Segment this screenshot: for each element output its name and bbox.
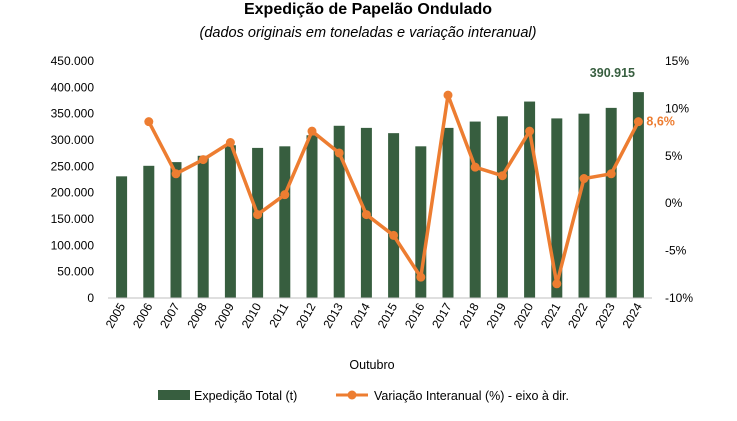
bar <box>469 121 481 298</box>
line-point <box>633 117 643 127</box>
bar <box>551 118 563 298</box>
y-axis-right: -10% -5% 0% 5% 10% 15% <box>665 54 693 305</box>
line-point <box>198 155 208 165</box>
line-point <box>416 272 426 282</box>
x-tick-label: 2018 <box>456 300 482 330</box>
line-point <box>280 190 290 200</box>
last-bar-value-label: 390.915 <box>590 66 635 80</box>
y-left-tick-label: 250.000 <box>51 159 95 173</box>
legend: Expedição Total (t) Variação Interanual … <box>158 389 569 403</box>
line-point <box>307 126 317 136</box>
line-point <box>225 138 235 148</box>
chart-title: Expedição de Papelão Ondulado <box>244 1 492 18</box>
y-right-tick-label: 5% <box>665 149 683 163</box>
y-right-tick-label: 10% <box>665 101 689 115</box>
x-axis: 2005 2006 2007 2008 2009 2010 2011 2012 2013 2014… <box>103 300 645 330</box>
x-tick-label: 2010 <box>239 300 265 330</box>
x-tick-label: 2022 <box>565 300 591 330</box>
bar <box>143 165 155 298</box>
bar <box>578 113 590 299</box>
line-point <box>525 126 535 136</box>
y-left-tick-label: 300.000 <box>51 133 95 147</box>
bar <box>442 127 454 299</box>
last-point-value-label: 8,6% <box>646 115 675 129</box>
bar <box>224 145 236 298</box>
bar <box>632 92 644 298</box>
line-series <box>144 90 643 289</box>
bar <box>170 162 182 298</box>
line-point <box>552 279 562 289</box>
line-point <box>579 174 589 184</box>
legend-bar-label: Expedição Total (t) <box>194 389 297 403</box>
y-left-tick-label: 50.000 <box>57 265 94 279</box>
line-point <box>253 210 263 220</box>
x-tick-label: 2017 <box>429 300 455 330</box>
y-left-tick-label: 150.000 <box>51 212 95 226</box>
line-point <box>606 169 616 179</box>
y-right-tick-label: 0% <box>665 196 683 210</box>
y-left-tick-label: 200.000 <box>51 186 95 200</box>
x-tick-label: 2016 <box>402 300 428 330</box>
line-point <box>470 162 480 172</box>
y-left-tick-label: 0 <box>87 291 94 305</box>
bar <box>116 176 128 298</box>
y-left-tick-label: 400.000 <box>51 80 95 94</box>
x-tick-label: 2019 <box>484 300 510 330</box>
line-point <box>443 90 453 100</box>
chart-subtitle: (dados originais em toneladas e variação… <box>200 25 537 41</box>
y-right-tick-label: -10% <box>665 291 693 305</box>
bar <box>333 125 345 298</box>
y-left-tick-label: 450.000 <box>51 54 95 68</box>
bar <box>279 146 291 298</box>
x-tick-label: 2013 <box>320 300 346 330</box>
x-tick-label: 2008 <box>184 300 210 330</box>
x-tick-label: 2011 <box>266 300 291 330</box>
line-point <box>334 148 344 158</box>
legend-bar-swatch <box>158 390 190 400</box>
y-right-tick-label: -5% <box>665 244 687 258</box>
bar <box>252 147 264 298</box>
x-tick-label: 2012 <box>293 300 319 330</box>
x-tick-label: 2009 <box>212 300 238 330</box>
bar <box>306 135 318 298</box>
x-tick-label: 2007 <box>157 300 183 330</box>
bar <box>605 107 617 298</box>
y-left-tick-label: 350.000 <box>51 107 95 121</box>
bar <box>496 116 508 298</box>
line-point <box>144 117 154 127</box>
y-left-tick-label: 100.000 <box>51 238 95 252</box>
x-tick-label: 2006 <box>130 300 156 330</box>
x-tick-label: 2021 <box>538 300 564 330</box>
x-tick-label: 2015 <box>375 300 401 330</box>
line-point <box>389 230 399 240</box>
x-axis-label: Outubro <box>349 358 394 372</box>
x-tick-label: 2024 <box>620 300 646 330</box>
bar <box>388 133 400 298</box>
y-axis-left: 0 50.000 100.000 150.000 200.000 250.000 300.0… <box>51 54 95 305</box>
legend-line-label: Variação Interanual (%) - eixo à dir. <box>374 389 569 403</box>
bar-series <box>116 92 644 299</box>
x-tick-label: 2005 <box>103 300 129 330</box>
line-point <box>497 171 507 181</box>
line-point <box>361 210 371 220</box>
bar <box>197 155 209 298</box>
x-tick-label: 2020 <box>511 300 537 330</box>
x-tick-label: 2014 <box>348 300 374 330</box>
y-right-tick-label: 15% <box>665 54 689 68</box>
line-point <box>171 169 181 179</box>
bar <box>524 101 536 298</box>
legend-line-marker <box>347 390 357 400</box>
x-tick-label: 2023 <box>592 300 618 330</box>
bar <box>415 146 427 298</box>
